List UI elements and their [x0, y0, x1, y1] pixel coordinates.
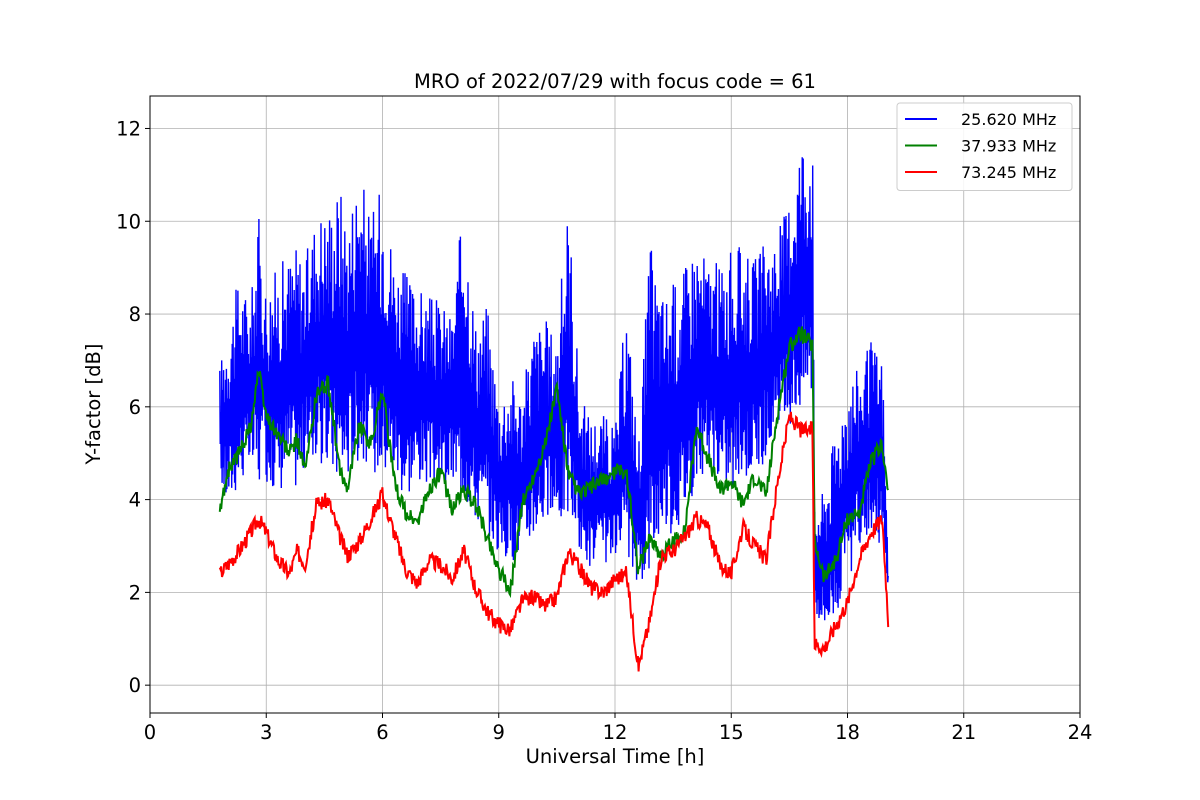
y-tick-label: 8	[129, 303, 141, 326]
legend: 25.620 MHz 37.933 MHz 73.245 MHz	[896, 102, 1073, 191]
y-axis: 0 2 4 6 8 10 12	[116, 117, 150, 697]
x-tick-label: 9	[493, 721, 505, 744]
x-tick-label: 3	[260, 721, 272, 744]
y-tick-label: 10	[116, 210, 141, 233]
series-line	[218, 326, 890, 599]
series-line	[219, 157, 889, 621]
legend-box	[896, 102, 1073, 191]
legend-item-25-620-mhz: 25.620 MHz	[905, 110, 1056, 129]
series-37-933-mhz	[218, 326, 890, 599]
series-layer	[218, 157, 890, 672]
series-73-245-mhz	[218, 411, 890, 672]
x-tick-label: 0	[144, 721, 156, 744]
legend-item-37-933-mhz: 37.933 MHz	[905, 137, 1056, 156]
x-tick-label: 24	[1068, 721, 1093, 744]
x-tick-label: 18	[835, 721, 860, 744]
x-axis-label: Universal Time [h]	[526, 745, 705, 768]
x-tick-label: 6	[376, 721, 388, 744]
y-tick-label: 6	[129, 396, 141, 419]
legend-label: 73.245 MHz	[961, 163, 1056, 182]
y-tick-label: 4	[129, 489, 141, 512]
series-line	[218, 411, 890, 672]
x-tick-label: 15	[719, 721, 744, 744]
y-tick-label: 2	[129, 581, 141, 604]
series-25-620-mhz	[219, 157, 889, 621]
legend-label: 37.933 MHz	[961, 137, 1056, 156]
chart-title: MRO of 2022/07/29 with focus code = 61	[414, 70, 816, 93]
x-tick-label: 21	[951, 721, 976, 744]
x-tick-label: 12	[603, 721, 628, 744]
legend-label: 25.620 MHz	[961, 110, 1056, 129]
y-tick-label: 12	[116, 117, 141, 140]
legend-item-73-245-mhz: 73.245 MHz	[905, 163, 1056, 182]
y-axis-label: Y-factor [dB]	[82, 344, 105, 466]
y-tick-label: 0	[129, 674, 141, 697]
x-axis: 0 3 6 9 12 15 18 21 24	[144, 713, 1093, 744]
